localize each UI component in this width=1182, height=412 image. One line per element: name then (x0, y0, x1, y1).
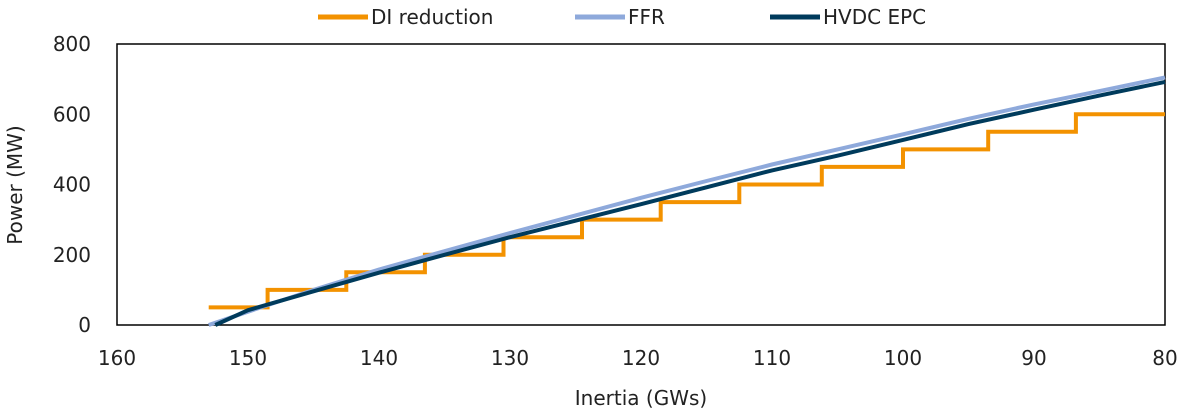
series-line-di-reduction (208, 112, 1165, 310)
x-tick-label: 120 (622, 346, 660, 370)
x-tick-label: 110 (753, 346, 791, 370)
y-tick-label: 200 (53, 243, 91, 267)
series-line-hvdc-epc (214, 79, 1166, 327)
x-tick-label: 90 (1021, 346, 1046, 370)
y-tick-label: 400 (53, 173, 91, 197)
x-tick-label: 160 (98, 346, 136, 370)
series-layer (208, 75, 1166, 327)
x-tick-label: 80 (1152, 346, 1177, 370)
y-tick-label: 800 (53, 32, 91, 56)
x-tick-label: 140 (360, 346, 398, 370)
y-axis: 0 200 400 600 800 (53, 32, 91, 337)
x-axis-title: Inertia (GWs) (575, 386, 707, 410)
legend-label-hvdc-epc: HVDC EPC (823, 5, 926, 29)
plot-area (116, 43, 1166, 326)
x-tick-label: 150 (229, 346, 267, 370)
y-tick-label: 0 (78, 313, 91, 337)
x-tick-label: 100 (884, 346, 922, 370)
legend-label-di-reduction: DI reduction (371, 5, 493, 29)
y-axis-title: Power (MW) (3, 125, 27, 244)
legend: DI reduction FFR HVDC EPC (318, 5, 926, 29)
series-line-ffr (208, 75, 1166, 327)
x-tick-label: 130 (491, 346, 529, 370)
x-axis: 160 150 140 130 120 110 100 90 80 (98, 346, 1178, 370)
legend-label-ffr: FFR (628, 5, 665, 29)
y-tick-label: 600 (53, 102, 91, 126)
